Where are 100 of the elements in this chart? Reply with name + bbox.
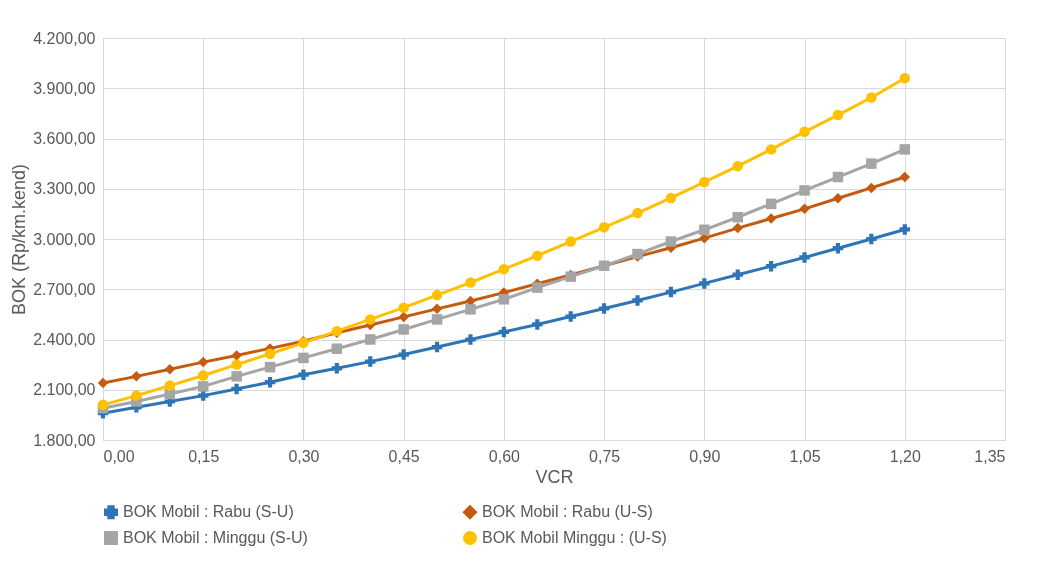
- point: [699, 176, 710, 188]
- point: [832, 171, 844, 183]
- point: [131, 390, 142, 401]
- point: [732, 269, 743, 280]
- point: [264, 376, 276, 388]
- point: [732, 160, 743, 172]
- point: [799, 185, 810, 196]
- point: [765, 260, 777, 272]
- x-tick-label: 0,00: [103, 447, 135, 465]
- point: [231, 383, 242, 395]
- point: [899, 144, 911, 155]
- point: [899, 171, 911, 183]
- point: [331, 363, 343, 374]
- point: [866, 233, 877, 245]
- point: [632, 207, 643, 219]
- point: [197, 356, 209, 368]
- point: [398, 324, 409, 335]
- point: [231, 350, 242, 361]
- point: [164, 364, 176, 375]
- x-tick-label: 0,30: [288, 447, 320, 465]
- x-tick-label: 0,60: [488, 447, 521, 465]
- point: [264, 361, 276, 373]
- point: [431, 289, 443, 301]
- point: [197, 381, 209, 392]
- x-axis-title: VCR: [535, 466, 574, 487]
- point: [699, 224, 710, 236]
- point: [665, 192, 677, 204]
- point: [331, 343, 343, 354]
- point: [465, 277, 476, 288]
- point: [465, 304, 476, 315]
- point: [832, 109, 844, 121]
- point: [532, 319, 543, 330]
- y-tick-label: 2.700,00: [33, 280, 96, 298]
- point: [131, 371, 142, 382]
- point: [398, 302, 409, 313]
- point: [866, 158, 877, 169]
- point: [866, 182, 877, 194]
- point: [431, 303, 443, 315]
- point: [832, 242, 844, 254]
- point: [899, 224, 911, 235]
- point: [732, 211, 743, 223]
- x-tick-label: 1,05: [789, 447, 821, 465]
- point: [431, 341, 443, 353]
- point: [632, 295, 643, 306]
- point: [498, 294, 510, 305]
- point: [97, 377, 109, 389]
- point: [264, 348, 276, 359]
- point: [498, 326, 510, 338]
- point: [799, 126, 810, 138]
- x-tick-label: 1,20: [889, 447, 921, 465]
- y-axis-title: BOK (Rp/km.kend): [9, 163, 30, 316]
- y-tick-label: 2.400,00: [33, 331, 96, 348]
- point: [866, 92, 877, 103]
- point: [732, 222, 743, 234]
- point: [532, 282, 543, 293]
- point: [298, 352, 309, 364]
- x-tick-label: 0,75: [589, 447, 621, 465]
- x-tick-label: 0,15: [188, 447, 220, 465]
- legend-label: BOK Mobil Minggu : (U-S): [482, 529, 667, 546]
- point: [231, 359, 242, 370]
- legend-label: BOK Mobil : Rabu (S-U): [123, 503, 294, 521]
- x-tick-label: 0,90: [689, 447, 721, 465]
- y-tick-label: 3.900,00: [33, 79, 96, 97]
- point: [365, 356, 376, 367]
- point: [298, 369, 309, 380]
- y-tick-label: 3.300,00: [33, 180, 96, 198]
- point: [899, 72, 911, 84]
- point: [431, 314, 443, 325]
- point: [832, 193, 844, 204]
- y-tick-label: 1.800,00: [33, 431, 96, 449]
- x-tick-label: 1,35: [974, 447, 1006, 465]
- legend-label: BOK Mobil : Minggu (S-U): [123, 529, 308, 546]
- point: [365, 314, 376, 325]
- point: [565, 311, 576, 322]
- point: [799, 203, 810, 215]
- y-tick-label: 3.600,00: [33, 130, 96, 147]
- point: [799, 252, 810, 263]
- point: [765, 198, 777, 210]
- point: [231, 371, 242, 382]
- point: [532, 250, 543, 261]
- point: [498, 263, 510, 275]
- point: [465, 334, 476, 345]
- point: [197, 370, 209, 381]
- y-tick-label: 2.100,00: [33, 381, 96, 399]
- point: [164, 380, 176, 391]
- point: [398, 311, 409, 323]
- point: [398, 349, 409, 360]
- point: [665, 286, 677, 298]
- legend-label: BOK Mobil : Rabu (U-S): [482, 503, 653, 521]
- x-tick-label: 0,45: [388, 447, 420, 465]
- point: [565, 236, 576, 247]
- point: [365, 334, 376, 345]
- point: [598, 222, 610, 233]
- point: [765, 213, 777, 224]
- point: [765, 144, 777, 155]
- y-tick-label: 3.000,00: [33, 230, 96, 248]
- y-tick-label: 4.200,00: [33, 29, 96, 47]
- point: [665, 236, 677, 247]
- point: [598, 303, 610, 314]
- point: [699, 278, 710, 289]
